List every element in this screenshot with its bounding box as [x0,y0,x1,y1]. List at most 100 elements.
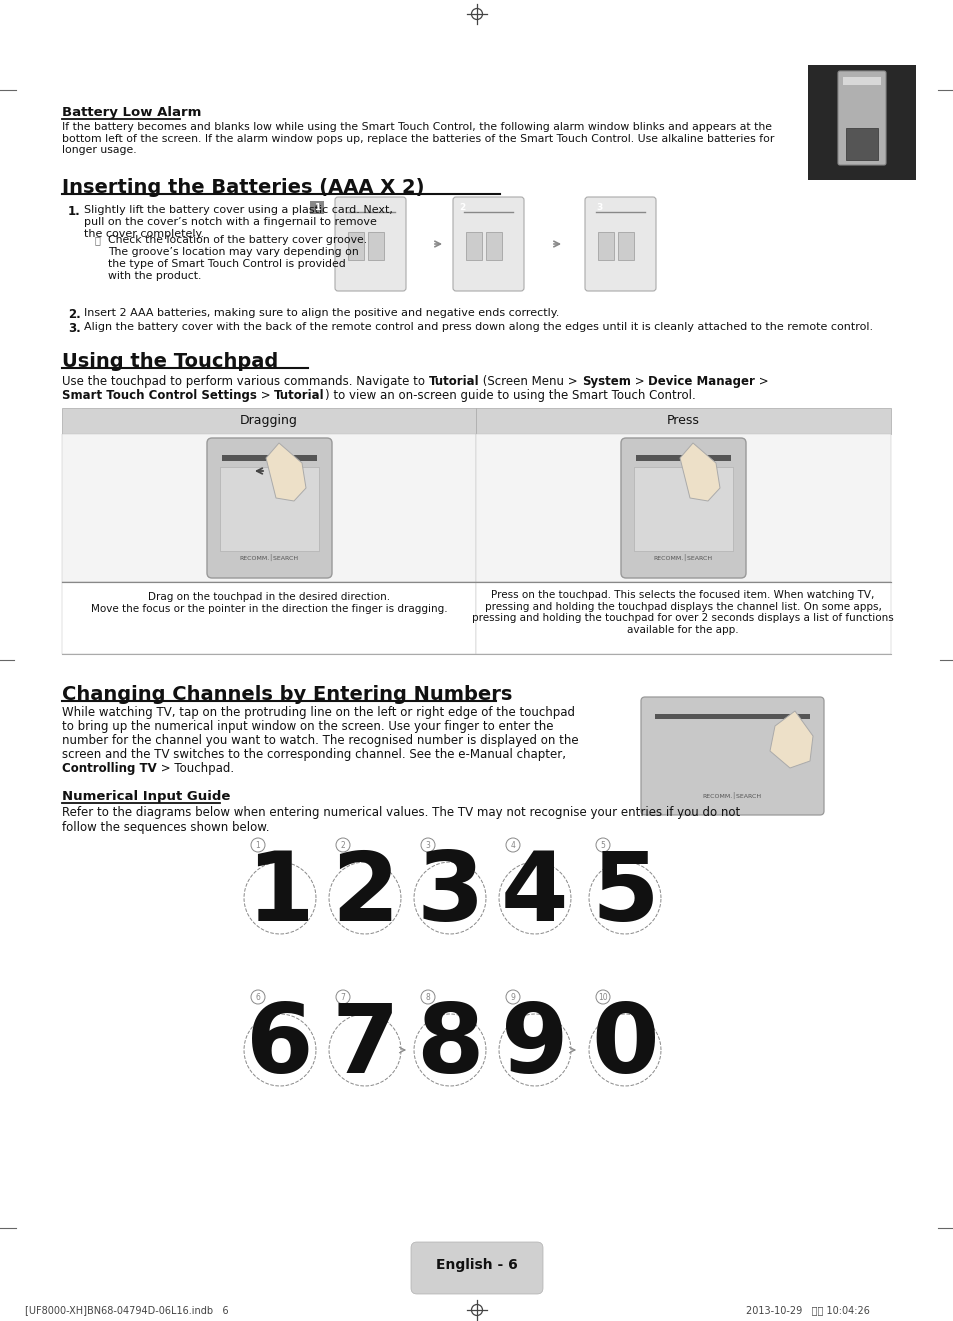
FancyBboxPatch shape [335,197,406,291]
Text: 6: 6 [255,992,260,1001]
Text: ) to view an on-screen guide to using the Smart Touch Control.: ) to view an on-screen guide to using th… [325,388,695,402]
Text: Align the battery cover with the back of the remote control and press down along: Align the battery cover with the back of… [84,322,872,332]
Text: Using the Touchpad: Using the Touchpad [62,351,278,371]
FancyBboxPatch shape [837,71,885,165]
Text: 5: 5 [591,848,659,941]
Text: Drag on the touchpad in the desired direction.
Move the focus or the pointer in : Drag on the touchpad in the desired dire… [91,592,447,613]
Text: the type of Smart Touch Control is provided: the type of Smart Touch Control is provi… [108,259,345,269]
Text: 2: 2 [331,848,398,941]
Text: screen and the TV switches to the corresponding channel. See the e-Manual chapte: screen and the TV switches to the corres… [62,748,565,761]
Text: 2.: 2. [68,308,81,321]
Text: 8: 8 [416,1000,483,1092]
Text: 0: 0 [591,1000,659,1092]
Text: 7: 7 [340,992,345,1001]
Text: Tutorial: Tutorial [428,375,478,388]
FancyBboxPatch shape [640,697,823,815]
Bar [634,468,732,551]
Text: If the battery becomes and blanks low while using the Smart Touch Control, the f: If the battery becomes and blanks low wh… [62,122,774,155]
Text: > Touchpad.: > Touchpad. [156,762,233,775]
Text: 6: 6 [246,1000,314,1092]
Text: [UF8000-XH]BN68-04794D-06L16.indb   6: [UF8000-XH]BN68-04794D-06L16.indb 6 [25,1305,229,1314]
Bar [476,435,890,583]
Text: 9: 9 [510,992,515,1001]
Text: to bring up the numerical input window on the screen. Use your finger to enter t: to bring up the numerical input window o… [62,720,553,733]
Bar [636,454,730,461]
Bar [220,468,318,551]
Text: 1: 1 [255,840,260,849]
Bar [618,232,634,260]
Bar [465,232,481,260]
Text: 3: 3 [425,840,430,849]
Bar [310,201,324,214]
FancyBboxPatch shape [207,439,332,579]
Text: While watching TV, tap on the protruding line on the left or right edge of the t: While watching TV, tap on the protruding… [62,705,575,719]
Bar [842,77,880,85]
Bar [476,408,890,435]
Text: 2: 2 [458,203,465,213]
Text: the cover completely.: the cover completely. [84,229,204,239]
Text: Inserting the Batteries (AAA X 2): Inserting the Batteries (AAA X 2) [62,178,424,197]
FancyBboxPatch shape [620,439,745,579]
Text: Insert 2 AAA batteries, making sure to align the positive and negative ends corr: Insert 2 AAA batteries, making sure to a… [84,308,558,318]
Text: Refer to the diagrams below when entering numerical values. The TV may not recog: Refer to the diagrams below when enterin… [62,806,740,834]
Text: Controlling TV: Controlling TV [62,762,156,775]
Text: Changing Channels by Entering Numbers: Changing Channels by Entering Numbers [62,686,512,704]
Text: Press on the touchpad. This selects the focused item. When watching TV,
pressing: Press on the touchpad. This selects the … [472,590,893,635]
Text: pull on the cover’s notch with a fingernail to remove: pull on the cover’s notch with a fingern… [84,217,376,227]
Text: 8: 8 [425,992,430,1001]
FancyBboxPatch shape [411,1242,542,1295]
Polygon shape [266,443,306,501]
Text: 1: 1 [314,203,320,213]
Text: 3.: 3. [68,322,81,336]
Bar [598,232,614,260]
Text: 3: 3 [597,203,602,213]
Bar [845,128,877,160]
Bar [222,454,316,461]
Text: Use the touchpad to perform various commands. Navigate to: Use the touchpad to perform various comm… [62,375,428,388]
Bar [368,232,384,260]
Polygon shape [769,711,812,768]
Text: Slightly lift the battery cover using a plastic card. Next,: Slightly lift the battery cover using a … [84,205,393,215]
FancyBboxPatch shape [584,197,656,291]
Bar [593,201,606,214]
Text: RECOMM.│SEARCH: RECOMM.│SEARCH [653,553,712,561]
Text: RECOMM.│SEARCH: RECOMM.│SEARCH [701,791,760,799]
Text: 7: 7 [331,1000,398,1092]
Bar [62,408,476,435]
Bar [62,435,476,583]
Text: 5: 5 [600,840,605,849]
Text: (Screen Menu >: (Screen Menu > [478,375,581,388]
Text: 9: 9 [500,1000,568,1092]
Text: number for the channel you want to watch. The recognised number is displayed on : number for the channel you want to watch… [62,734,578,746]
Text: 1.: 1. [68,205,81,218]
Text: Battery Low Alarm: Battery Low Alarm [62,106,201,119]
Text: Check the location of the battery cover groove.: Check the location of the battery cover … [108,235,367,244]
Text: RECOMM.│SEARCH: RECOMM.│SEARCH [239,553,298,561]
Text: Dragging: Dragging [240,413,297,427]
Text: Device Manager: Device Manager [647,375,754,388]
Text: Smart Touch Control Settings: Smart Touch Control Settings [62,388,256,402]
Bar [455,201,469,214]
Text: 4: 4 [510,840,515,849]
FancyBboxPatch shape [453,197,523,291]
Text: System: System [581,375,630,388]
Text: with the product.: with the product. [108,271,201,281]
Text: Tutorial: Tutorial [274,388,325,402]
Text: The groove’s location may vary depending on: The groove’s location may vary depending… [108,247,358,258]
Bar [348,232,364,260]
Text: Press: Press [666,413,699,427]
Text: 4: 4 [500,848,568,941]
Text: >: > [256,388,274,402]
Text: 10: 10 [598,992,607,1001]
Bar [655,713,809,719]
Text: 1: 1 [246,848,314,941]
Text: English - 6: English - 6 [436,1258,517,1272]
Bar [485,232,501,260]
Text: Ⓝ: Ⓝ [95,235,101,244]
Text: 2013-10-29   오전 10:04:26: 2013-10-29 오전 10:04:26 [745,1305,869,1314]
Text: 2: 2 [340,840,345,849]
Bar [62,583,476,654]
Text: >: > [754,375,768,388]
Polygon shape [679,443,720,501]
Text: 3: 3 [416,848,483,941]
